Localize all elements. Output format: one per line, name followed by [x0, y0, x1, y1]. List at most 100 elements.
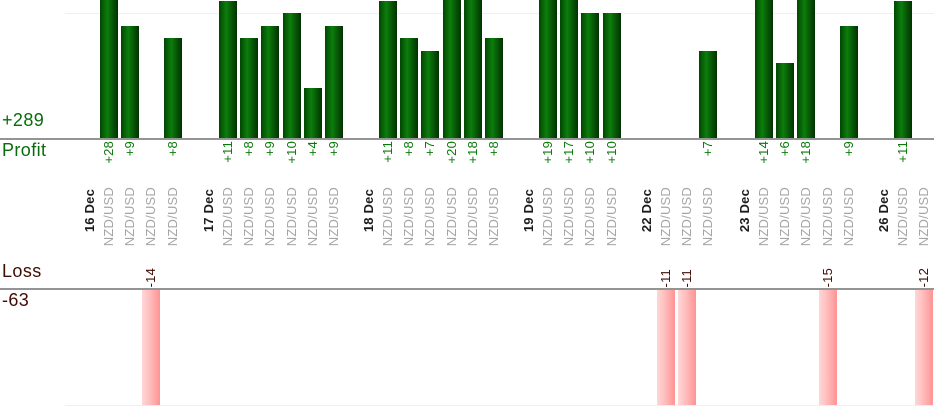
pair-label: NZD/USD — [444, 187, 459, 247]
loss-total: -63 — [2, 290, 30, 310]
loss-value-label: -11 — [658, 268, 673, 287]
pair-label: NZD/USD — [122, 187, 137, 247]
loss-axis-line — [0, 288, 934, 290]
pair-label: NZD/USD — [241, 187, 256, 247]
loss-bar — [678, 290, 696, 405]
pair-label: NZD/USD — [582, 187, 597, 247]
profit-value-label: +9 — [262, 141, 277, 157]
profit-bar — [581, 13, 599, 138]
pair-label: NZD/USD — [700, 187, 715, 247]
loss-bar — [819, 290, 837, 405]
pair-label: NZD/USD — [401, 187, 416, 247]
pair-label: NZD/USD — [916, 187, 931, 247]
pair-label: NZD/USD — [220, 187, 235, 247]
profit-bar — [400, 38, 418, 138]
profit-value-label: +8 — [241, 141, 256, 157]
profit-value-label: +10 — [582, 141, 597, 164]
profit-bar — [283, 13, 301, 138]
profit-bar — [100, 0, 118, 138]
date-label: 16 Dec — [82, 189, 97, 233]
pair-label: NZD/USD — [486, 187, 501, 247]
pair-label: NZD/USD — [756, 187, 771, 247]
profit-value-label: +18 — [798, 141, 813, 164]
profit-axis-label: Profit — [2, 140, 47, 160]
profit-value-label: +11 — [895, 141, 910, 163]
pair-label: NZD/USD — [561, 187, 576, 247]
profit-bar — [421, 50, 439, 138]
profit-value-label: +28 — [101, 141, 116, 164]
pair-label: NZD/USD — [679, 187, 694, 247]
pair-label: NZD/USD — [540, 187, 555, 247]
date-label: 26 Dec — [876, 189, 891, 233]
profit-bar — [776, 63, 794, 138]
profit-bar — [325, 25, 343, 138]
profit-value-label: +8 — [401, 141, 416, 157]
loss-bar — [915, 290, 933, 405]
pair-label: NZD/USD — [101, 187, 116, 247]
profit-bar — [894, 0, 912, 138]
profit-value-label: +10 — [604, 141, 619, 164]
profit-bar — [560, 0, 578, 138]
pair-label: NZD/USD — [262, 187, 277, 247]
profit-value-label: +10 — [284, 141, 299, 164]
pair-label: NZD/USD — [284, 187, 299, 247]
profit-bar — [304, 88, 322, 138]
profit-value-label: +6 — [777, 141, 792, 157]
profit-value-label: +9 — [326, 141, 341, 157]
profit-value-label: +7 — [422, 141, 437, 157]
profit-bar — [755, 0, 773, 138]
profit-bar — [464, 0, 482, 138]
profit-value-label: +11 — [220, 141, 235, 163]
date-label: 22 Dec — [639, 189, 654, 233]
pair-label: NZD/USD — [422, 187, 437, 247]
profit-bar — [443, 0, 461, 138]
profit-value-label: +18 — [465, 141, 480, 164]
pair-label: NZD/USD — [658, 187, 673, 247]
profit-value-label: +19 — [540, 141, 555, 164]
profit-bar — [379, 0, 397, 138]
pair-label: NZD/USD — [326, 187, 341, 247]
pair-label: NZD/USD — [604, 187, 619, 247]
date-label: 18 Dec — [361, 189, 376, 233]
profit-bar — [219, 0, 237, 138]
profit-value-label: +4 — [305, 141, 320, 157]
profit-value-label: +14 — [756, 141, 771, 164]
profit-bar — [261, 25, 279, 138]
profit-value-label: +9 — [841, 141, 856, 157]
pair-label: NZD/USD — [777, 187, 792, 247]
date-label: 17 Dec — [201, 189, 216, 233]
profit-total: +289 — [2, 110, 45, 130]
pair-label: NZD/USD — [305, 187, 320, 247]
pair-label: NZD/USD — [143, 187, 158, 247]
pair-label: NZD/USD — [165, 187, 180, 247]
loss-value-label: -15 — [820, 267, 835, 287]
loss-value-label: -11 — [679, 268, 694, 287]
top-gridline — [65, 13, 934, 14]
pair-label: NZD/USD — [895, 187, 910, 247]
profit-value-label: +20 — [444, 141, 459, 164]
profit-axis-line — [0, 138, 934, 140]
bottom-gridline — [65, 405, 934, 406]
profit-value-label: +8 — [486, 141, 501, 157]
profit-value-label: +7 — [700, 141, 715, 157]
profit-value-label: +11 — [380, 141, 395, 163]
pair-label: NZD/USD — [841, 187, 856, 247]
loss-bar — [142, 290, 160, 405]
profit-bar — [840, 25, 858, 138]
profit-value-label: +17 — [561, 141, 576, 164]
profit-bar — [797, 0, 815, 138]
loss-axis-label: Loss — [2, 261, 42, 281]
pair-label: NZD/USD — [465, 187, 480, 247]
loss-value-label: -14 — [143, 267, 158, 287]
profit-bar — [603, 13, 621, 138]
loss-bar — [657, 290, 675, 405]
pair-label: NZD/USD — [798, 187, 813, 247]
loss-value-label: -12 — [916, 267, 931, 287]
pair-label: NZD/USD — [820, 187, 835, 247]
profit-bar — [699, 50, 717, 138]
profit-bar — [240, 38, 258, 138]
profit-bar — [485, 38, 503, 138]
profit-bar — [539, 0, 557, 138]
pair-label: NZD/USD — [380, 187, 395, 247]
